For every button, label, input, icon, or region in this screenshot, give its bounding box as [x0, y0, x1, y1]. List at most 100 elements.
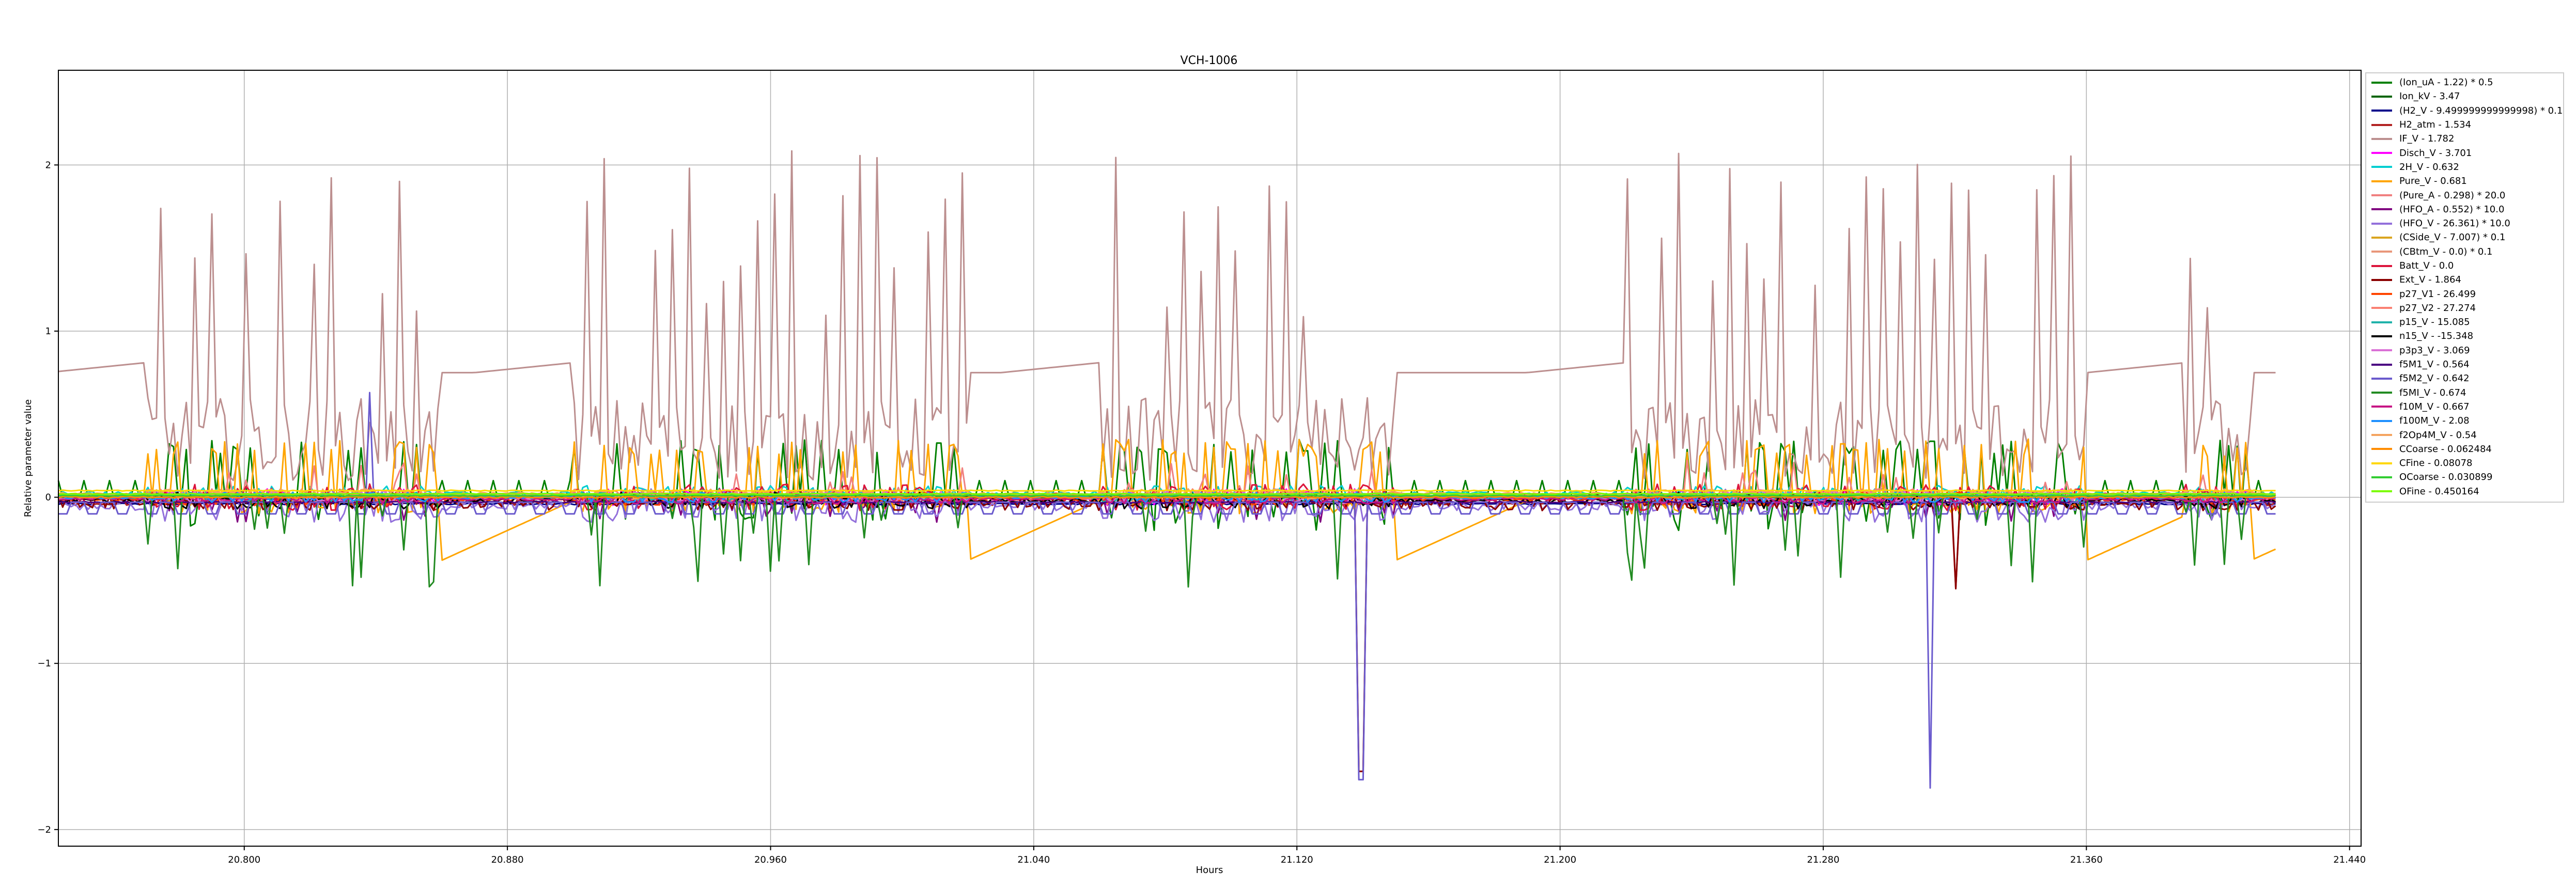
legend-item: f10M_V - 0.667 [2366, 400, 2563, 414]
legend-swatch [2371, 335, 2392, 337]
legend-swatch [2371, 222, 2392, 225]
legend-swatch [2371, 476, 2392, 478]
legend-label: Batt_V - 0.0 [2399, 260, 2454, 271]
legend-item: (HFO_A - 0.552) * 10.0 [2366, 202, 2563, 216]
legend-item: f100M_V - 2.08 [2366, 414, 2563, 428]
legend-label: p27_V1 - 26.499 [2399, 288, 2476, 300]
legend-swatch [2371, 152, 2392, 154]
legend-item: (CBtm_V - 0.0) * 0.1 [2366, 245, 2563, 259]
series-line [58, 489, 2276, 492]
series-line [58, 495, 2276, 499]
legend-item: f5MI_V - 0.674 [2366, 386, 2563, 400]
legend-swatch [2371, 321, 2392, 323]
legend-swatch [2371, 392, 2392, 394]
legend-swatch [2371, 293, 2392, 295]
x-axis-ticks: 20.800 20.880 20.960 21.040 21.120 21.200 21.2… [228, 846, 2366, 865]
legend-swatch [2371, 95, 2392, 98]
chart-legend: (Ion_uA - 1.22) * 0.5 Ion_kV - 3.47 (H2_V … [2365, 72, 2564, 503]
legend-label: p27_V2 - 27.274 [2399, 302, 2476, 314]
legend-item: Disch_V - 3.701 [2366, 146, 2563, 160]
legend-label: CFine - 0.08078 [2399, 458, 2473, 469]
legend-swatch [2371, 490, 2392, 493]
legend-item: CCoarse - 0.062484 [2366, 442, 2563, 456]
legend-swatch [2371, 406, 2392, 408]
x-tick-label: 21.040 [1017, 854, 1050, 865]
legend-item: p3p3_V - 3.069 [2366, 344, 2563, 357]
x-tick-label: 21.360 [2070, 854, 2103, 865]
legend-label: n15_V - -15.348 [2399, 331, 2474, 342]
legend-item: (HFO_V - 26.361) * 10.0 [2366, 216, 2563, 230]
legend-item: n15_V - -15.348 [2366, 329, 2563, 343]
legend-swatch [2371, 264, 2392, 267]
legend-item: Ext_V - 1.864 [2366, 273, 2563, 287]
legend-swatch [2371, 123, 2392, 126]
y-tick-label: −2 [37, 824, 51, 835]
legend-swatch [2371, 137, 2392, 140]
legend-label: (H2_V - 9.499999999999998) * 0.1 [2399, 105, 2563, 116]
grid-lines [58, 70, 2361, 846]
legend-swatch [2371, 462, 2392, 464]
legend-item: p27_V1 - 26.499 [2366, 287, 2563, 301]
legend-item: H2_atm - 1.534 [2366, 118, 2563, 132]
legend-swatch [2371, 166, 2392, 168]
series-line [58, 392, 2276, 789]
legend-label: H2_atm - 1.534 [2399, 119, 2472, 131]
legend-label: p15_V - 15.085 [2399, 317, 2470, 328]
series-line [58, 494, 2276, 497]
legend-item: Ion_kV - 3.47 [2366, 89, 2563, 103]
legend-item: (CSide_V - 7.007) * 0.1 [2366, 230, 2563, 244]
x-tick-label: 20.960 [754, 854, 787, 865]
legend-swatch [2371, 434, 2392, 437]
legend-label: f10M_V - 0.667 [2399, 401, 2470, 412]
legend-label: Disch_V - 3.701 [2399, 147, 2472, 159]
legend-swatch [2371, 236, 2392, 239]
legend-label: f5MI_V - 0.674 [2399, 387, 2466, 398]
legend-item: Pure_V - 0.681 [2366, 174, 2563, 188]
y-tick-label: 1 [45, 326, 51, 337]
chart-title: VCH-1006 [1181, 54, 1238, 67]
legend-swatch [2371, 419, 2392, 422]
legend-item: (Ion_uA - 1.22) * 0.5 [2366, 75, 2563, 89]
legend-swatch [2371, 180, 2392, 182]
legend-swatch [2371, 377, 2392, 380]
legend-item: f2Op4M_V - 0.54 [2366, 428, 2563, 442]
legend-item: CFine - 0.08078 [2366, 456, 2563, 470]
legend-label: OFine - 0.450164 [2399, 486, 2479, 497]
x-tick-label: 20.800 [228, 854, 260, 865]
legend-item: Batt_V - 0.0 [2366, 259, 2563, 273]
legend-label: Ext_V - 1.864 [2399, 274, 2461, 286]
legend-label: OCoarse - 0.030899 [2399, 472, 2493, 483]
legend-item: OFine - 0.450164 [2366, 485, 2563, 498]
series-line [57, 493, 2276, 772]
legend-swatch [2371, 194, 2392, 197]
legend-item: f5M1_V - 0.564 [2366, 357, 2563, 371]
series-line [58, 492, 2276, 495]
legend-swatch [2371, 448, 2392, 450]
legend-item: IF_V - 1.782 [2366, 132, 2563, 146]
legend-item: (H2_V - 9.499999999999998) * 0.1 [2366, 104, 2563, 118]
legend-item: f5M2_V - 0.642 [2366, 371, 2563, 385]
legend-label: (Pure_A - 0.298) * 20.0 [2399, 190, 2506, 201]
legend-label: Ion_kV - 3.47 [2399, 91, 2460, 102]
legend-swatch [2371, 208, 2392, 211]
legend-item: p27_V2 - 27.274 [2366, 301, 2563, 315]
series-lines [57, 150, 2276, 789]
legend-item: (Pure_A - 0.298) * 20.0 [2366, 188, 2563, 202]
x-tick-label: 20.880 [491, 854, 524, 865]
x-axis-label: Hours [1196, 865, 1223, 876]
y-axis-ticks: 2 1 0 −1 −2 [37, 160, 58, 835]
legend-label: (HFO_V - 26.361) * 10.0 [2399, 218, 2510, 229]
series-line [57, 494, 2276, 772]
legend-label: f100M_V - 2.08 [2399, 415, 2470, 427]
series-line [58, 150, 2276, 481]
legend-label: IF_V - 1.782 [2399, 133, 2455, 145]
legend-label: f5M2_V - 0.642 [2399, 373, 2470, 384]
legend-item: p15_V - 15.085 [2366, 315, 2563, 329]
legend-swatch [2371, 307, 2392, 309]
plot-frame [58, 70, 2362, 847]
x-tick-label: 21.120 [1281, 854, 1313, 865]
legend-label: f2Op4M_V - 0.54 [2399, 429, 2477, 441]
legend-label: 2H_V - 0.632 [2399, 161, 2459, 173]
legend-label: CCoarse - 0.062484 [2399, 443, 2492, 455]
